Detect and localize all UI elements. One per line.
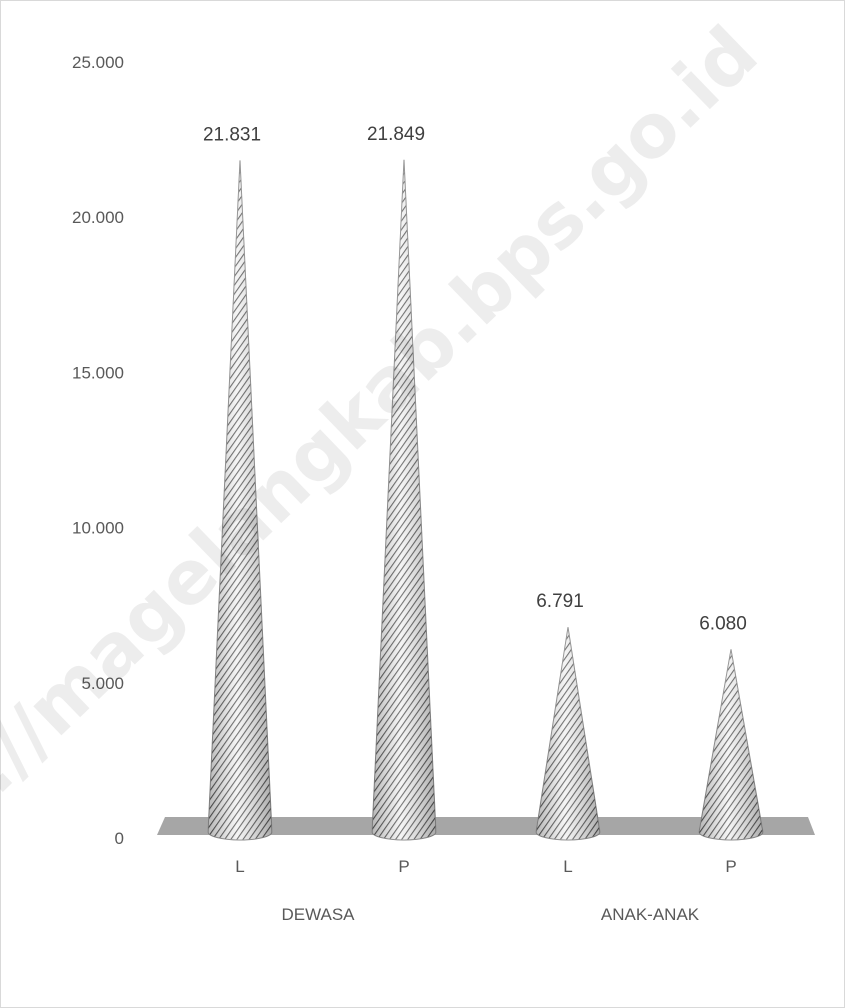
y-tick-label: 5.000 xyxy=(81,674,124,693)
group-label: DEWASA xyxy=(281,905,355,924)
x-tick-label: P xyxy=(725,857,736,876)
cone-bar xyxy=(371,159,437,841)
chart-floor xyxy=(157,817,815,835)
x-tick-label: P xyxy=(398,857,409,876)
y-tick-label: 10.000 xyxy=(72,519,124,538)
y-tick-label: 15.000 xyxy=(72,363,124,382)
data-label: 6.791 xyxy=(536,591,584,612)
y-tick-label: 20.000 xyxy=(72,208,124,227)
y-tick-label: 25.000 xyxy=(72,53,124,72)
x-tick-label: L xyxy=(235,857,244,876)
cone-bar xyxy=(698,649,764,841)
cone-bar xyxy=(207,160,273,841)
data-label: 6.080 xyxy=(699,613,747,634)
group-label: ANAK-ANAK xyxy=(601,905,700,924)
data-label: 21.831 xyxy=(203,124,261,145)
y-tick-label: 0 xyxy=(115,829,124,848)
data-label: 21.849 xyxy=(367,124,425,145)
cone-bar xyxy=(535,627,601,841)
x-tick-label: L xyxy=(563,857,572,876)
